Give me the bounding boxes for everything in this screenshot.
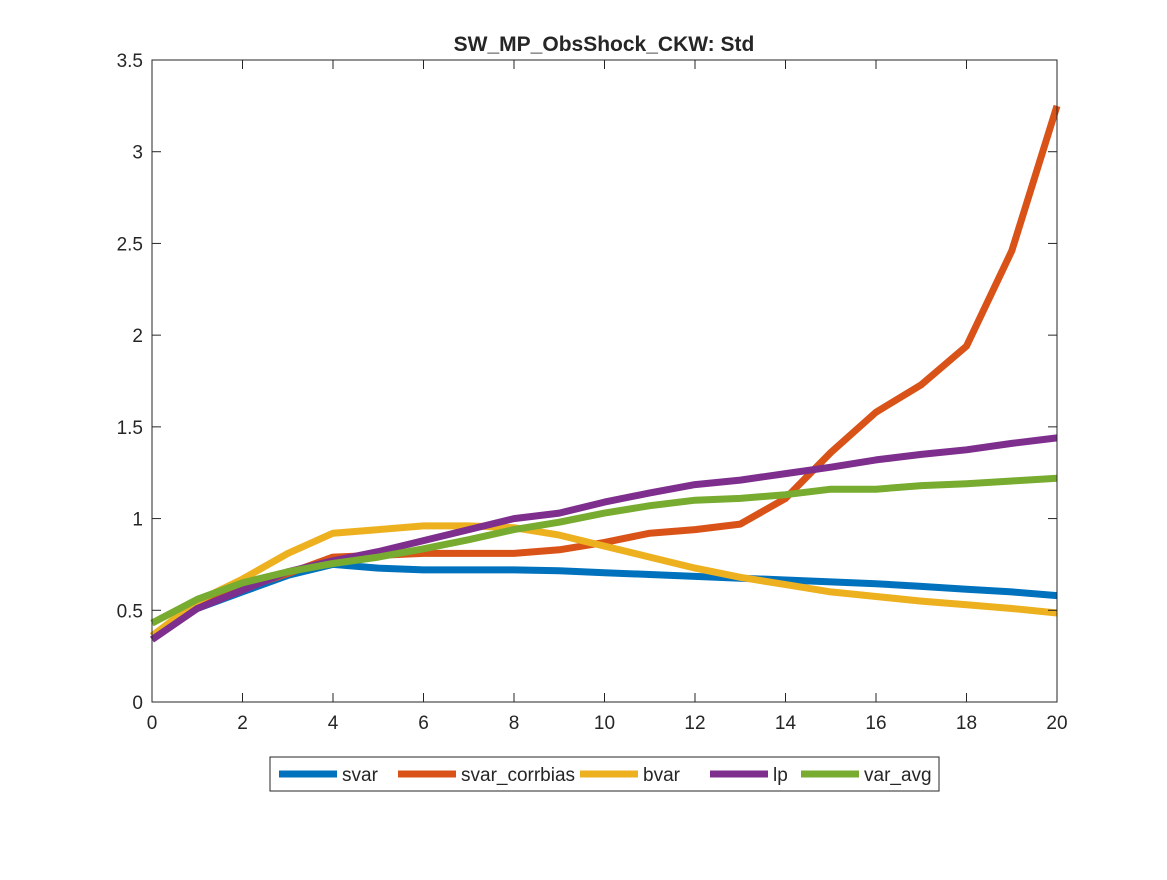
x-tick-label: 4 (328, 713, 339, 734)
x-tick-label: 0 (147, 713, 158, 734)
axes-layer: 0 2 4 6 8 10 12 14 16 18 20 0 0.5 1 1.5 2 2.5 3 3.5 (117, 51, 1068, 734)
x-tick-label: 12 (684, 713, 705, 734)
legend-label: svar_corrbias (461, 765, 575, 786)
x-tick-label: 18 (956, 713, 977, 734)
legend: svar svar_corrbias bvar lp var_avg (269, 756, 940, 792)
x-tick-label: 20 (1046, 713, 1067, 734)
x-tick-label: 16 (865, 713, 886, 734)
legend-label: bvar (643, 765, 681, 786)
legend-label: svar (342, 765, 379, 786)
legend-item: bvar (580, 765, 681, 786)
legend-item: svar (279, 765, 379, 786)
legend-label: var_avg (864, 765, 932, 786)
y-tick-label: 1 (132, 510, 143, 531)
series-layer (149, 104, 1061, 643)
y-tick-label: 0.5 (117, 601, 143, 622)
legend-item: var_avg (801, 765, 932, 786)
x-tick-label: 2 (237, 713, 248, 734)
y-tick-label: 2.5 (117, 234, 143, 255)
series-line-var-avg (150, 474, 1058, 627)
y-tick-label: 0 (132, 693, 143, 714)
legend-label: lp (773, 765, 788, 786)
series-line-bvar (149, 522, 1058, 639)
series-line-lp (150, 434, 1058, 643)
x-tick-label: 14 (775, 713, 797, 734)
x-tick-label: 10 (594, 713, 615, 734)
legend-item: lp (710, 765, 788, 786)
x-tick-label: 6 (418, 713, 429, 734)
y-tick-label: 3 (132, 143, 143, 164)
chart-title: SW_MP_ObsShock_CKW: Std (454, 33, 755, 56)
y-tick-label: 1.5 (117, 418, 143, 439)
x-tick-label: 8 (509, 713, 520, 734)
y-tick-label: 2 (132, 326, 143, 347)
legend-item: svar_corrbias (398, 765, 575, 786)
y-tick-label: 3.5 (117, 51, 143, 72)
